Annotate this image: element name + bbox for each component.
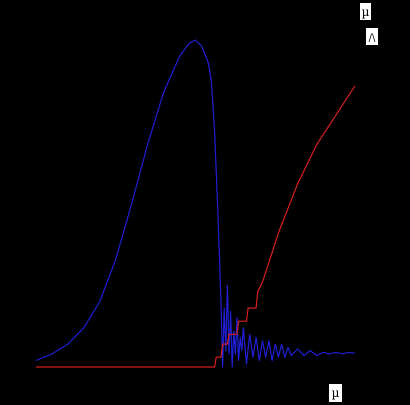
legend-lambda-label: /\ (366, 28, 378, 45)
series-layer (35, 39, 356, 368)
series-line-1 (35, 39, 356, 368)
x-axis-label: µ (329, 384, 342, 402)
series-line-2 (36, 85, 356, 368)
legend-mu-label: µ (360, 3, 371, 20)
legend-lambda-text: /\ (369, 33, 376, 44)
legend-mu-text: µ (362, 5, 370, 19)
x-axis-label-text: µ (332, 386, 340, 400)
